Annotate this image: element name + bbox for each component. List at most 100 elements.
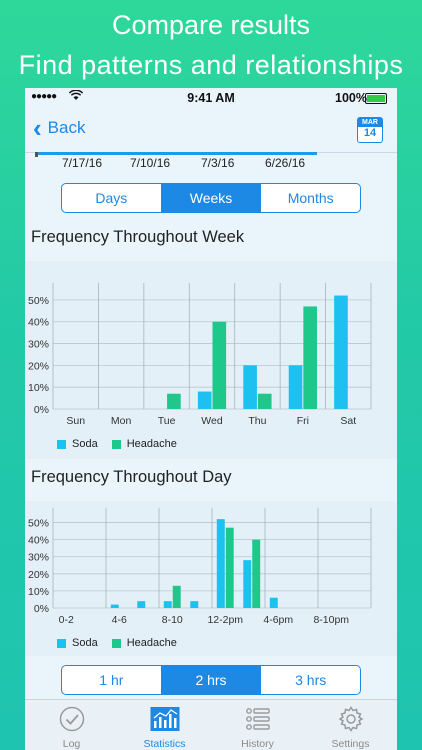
x-tick-label: 4-6: [112, 614, 127, 626]
status-time: 9:41 AM: [187, 91, 235, 105]
bar-soda-fri: [288, 365, 303, 409]
timeline-date: 6/26/16: [265, 156, 306, 170]
timeline-date: 7/3/16: [201, 156, 235, 170]
bar-headache-fri: [303, 306, 317, 409]
bar-soda-10-12: [190, 601, 199, 608]
legend-swatch-soda: [57, 439, 66, 449]
calendar-day: 14: [363, 127, 377, 139]
list-icon: [245, 706, 271, 735]
bar-headache-12-2pm: [225, 527, 234, 608]
week-chart: 0% 10% 20% 30% 40% 50% Sun Mon Tue Wed Thu Fri Sat: [28, 283, 372, 427]
tab-history[interactable]: History: [211, 700, 304, 750]
segment-1hr[interactable]: 1 hr: [62, 666, 162, 694]
x-tick-label: Mon: [111, 415, 132, 427]
day-chart-panel: 0% 10% 20% 30% 40% 50% 0-2 4-6 8-10 12-2pm 4-6pm 8-…: [25, 501, 397, 656]
chevron-left-icon: ‹: [33, 113, 42, 143]
segment-weeks[interactable]: Weeks: [161, 184, 262, 212]
back-button[interactable]: ‹ Back: [33, 113, 86, 143]
x-tick-label: 12-2pm: [207, 614, 243, 626]
y-tick-label: 30%: [28, 339, 49, 351]
x-tick-label: 8-10: [162, 614, 183, 626]
x-tick-label: Fri: [297, 415, 309, 427]
y-tick-label: 0%: [34, 404, 49, 416]
tab-label: Statistics: [143, 738, 186, 750]
legend-swatch-headache: [111, 638, 121, 648]
wifi-icon: [68, 89, 84, 104]
segment-days[interactable]: Days: [62, 184, 162, 212]
tab-settings[interactable]: Settings: [304, 700, 397, 750]
y-tick-label: 20%: [28, 569, 49, 581]
bar-headache-wed: [212, 321, 227, 409]
battery-icon: [365, 93, 387, 104]
x-tick-label: Sat: [340, 415, 356, 427]
bar-headache-2-4: [252, 539, 261, 608]
segment-months[interactable]: Months: [287, 190, 334, 206]
y-tick-label: 30%: [28, 552, 49, 564]
calendar-month: MAR: [358, 118, 382, 127]
phone-screen: ●●●●● 9:41 AM 100% ‹ Back MAR 14 7/17/16…: [25, 88, 397, 750]
calendar-button[interactable]: MAR 14: [357, 117, 383, 143]
back-label: Back: [47, 118, 86, 137]
x-tick-label: 4-6pm: [263, 614, 293, 626]
date-timeline[interactable]: 7/17/16 7/10/16 7/3/16 6/26/16: [25, 152, 397, 177]
legend-swatch-soda: [57, 638, 66, 648]
tab-label: History: [241, 738, 274, 750]
tab-label: Log: [62, 738, 81, 750]
bar-soda-6-8: [137, 601, 146, 608]
bar-soda-thu: [243, 365, 257, 409]
tab-bar: Log Statistics History Settings: [25, 699, 397, 750]
legend-label-soda: Soda: [72, 637, 98, 649]
bar-soda-sat: [334, 295, 348, 409]
bar-headache-thu: [257, 393, 272, 409]
x-tick-label: 0-2: [59, 614, 74, 626]
y-tick-label: 50%: [28, 295, 49, 307]
legend-label-headache: Headache: [126, 637, 177, 649]
promo-subtitle: Find patterns and relationships: [18, 50, 404, 80]
y-tick-label: 10%: [28, 382, 49, 394]
y-tick-label: 40%: [28, 535, 49, 547]
week-chart-legend: Soda Headache: [57, 438, 177, 450]
tab-label: Settings: [331, 738, 370, 750]
period-segmented-control[interactable]: Days Weeks Months: [61, 183, 361, 213]
legend-label-soda: Soda: [72, 438, 98, 450]
x-tick-label: Wed: [201, 415, 223, 427]
gear-icon: [338, 706, 364, 735]
x-tick-label: Tue: [158, 415, 176, 427]
y-tick-label: 40%: [28, 317, 49, 329]
signal-indicator: ●●●●●: [31, 91, 57, 102]
y-tick-label: 10%: [28, 586, 49, 598]
x-tick-label: 8-10pm: [313, 614, 349, 626]
day-chart-title: Frequency Throughout Day: [31, 468, 232, 486]
timeline-tick: [35, 152, 38, 157]
legend-label-headache: Headache: [126, 438, 177, 450]
bar-soda-wed: [197, 391, 212, 409]
timeline-date: 7/17/16: [62, 156, 103, 170]
battery-percent: 100%: [335, 91, 367, 105]
x-tick-label: Sun: [66, 415, 85, 427]
y-tick-label: 20%: [28, 360, 49, 372]
day-chart: 0% 10% 20% 30% 40% 50% 0-2 4-6 8-10 12-2pm 4-6pm 8-…: [28, 508, 372, 626]
segment-3hrs[interactable]: 3 hrs: [295, 672, 327, 688]
bar-headache-8-10: [172, 585, 181, 608]
bar-soda-4-6pm: [269, 597, 278, 608]
tab-statistics[interactable]: Statistics: [118, 700, 211, 750]
promo-title: Compare results: [111, 10, 311, 40]
y-tick-label: 50%: [28, 518, 49, 530]
interval-segmented-control[interactable]: 1 hr 2 hrs 3 hrs: [61, 665, 361, 695]
week-chart-panel: 0% 10% 20% 30% 40% 50% Sun Mon Tue Wed Thu Fri Sat S…: [25, 261, 397, 459]
check-circle-icon: [59, 706, 85, 735]
segment-2hrs[interactable]: 2 hrs: [161, 666, 262, 694]
nav-bar: ‹ Back MAR 14: [25, 108, 397, 153]
legend-swatch-headache: [111, 439, 121, 449]
bar-soda-12-2pm: [216, 519, 225, 608]
x-tick-label: Thu: [248, 415, 266, 427]
day-chart-legend: Soda Headache: [57, 637, 177, 649]
tab-log[interactable]: Log: [25, 700, 118, 750]
timeline-bar: [37, 152, 317, 155]
bar-soda-8-10: [163, 601, 172, 608]
status-bar: ●●●●● 9:41 AM 100%: [25, 88, 397, 108]
y-tick-label: 0%: [34, 603, 49, 615]
bar-soda-4-6: [110, 604, 119, 608]
timeline-date: 7/10/16: [130, 156, 171, 170]
bar-headache-tue: [167, 393, 181, 409]
